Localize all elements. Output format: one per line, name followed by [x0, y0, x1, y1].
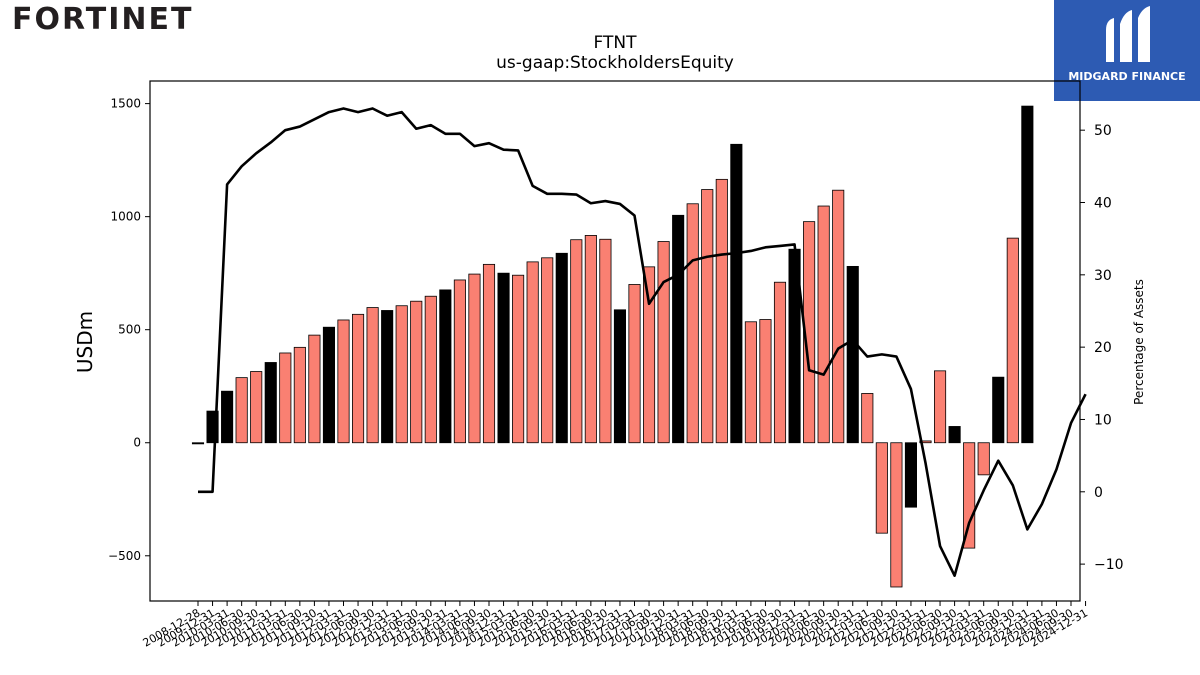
bar — [919, 440, 932, 444]
y2-tick-label: 0 — [1094, 485, 1103, 501]
y2-tick-label: 20 — [1094, 340, 1112, 356]
y-tick-label: −500 — [108, 549, 141, 563]
bar — [613, 309, 626, 444]
bar — [279, 352, 292, 444]
y2-tick-label: 30 — [1094, 268, 1112, 284]
midgard-logo-icon — [1106, 6, 1150, 62]
bar — [832, 189, 845, 444]
bar — [512, 274, 525, 444]
y2-tick-label: 50 — [1094, 123, 1112, 139]
bar — [395, 305, 408, 444]
fortinet-logo-text: FORTINET — [12, 2, 194, 37]
chart-subtitle: us-gaap:StockholdersEquity — [496, 53, 734, 73]
bar — [599, 238, 612, 444]
y2-tick-label: −10 — [1094, 557, 1124, 573]
bar — [264, 362, 277, 444]
y-tick-label: 0 — [133, 436, 141, 450]
bar — [584, 235, 597, 444]
bar — [453, 279, 466, 444]
bar — [381, 310, 394, 444]
bar — [715, 178, 728, 444]
bar — [861, 393, 874, 444]
y2-tick-label: 40 — [1094, 196, 1112, 212]
bar — [890, 442, 903, 588]
bar — [526, 261, 539, 444]
bar — [191, 442, 205, 445]
bar — [322, 326, 335, 444]
bar — [672, 214, 685, 444]
bar — [1021, 105, 1034, 444]
bar — [963, 442, 976, 549]
bar — [1006, 237, 1019, 444]
bar — [977, 442, 990, 476]
bar — [497, 272, 510, 444]
bar — [701, 189, 714, 444]
y-tick-label: 1500 — [110, 97, 141, 111]
bar — [817, 205, 830, 444]
y2-axis-label: Percentage of Assets — [1132, 279, 1146, 405]
y2-tick-label: 10 — [1094, 412, 1112, 428]
axes: −500050010001500−10010203040502008-12-28… — [108, 80, 1124, 650]
bar — [686, 203, 699, 444]
bar — [541, 257, 554, 444]
bar-series — [191, 105, 1034, 588]
bar — [628, 284, 641, 444]
bar — [875, 442, 888, 534]
fortinet-logo: FORTINET — [4, 2, 238, 38]
bar — [235, 377, 248, 444]
midgard-finance-logo: MIDGARD FINANCE — [1054, 0, 1200, 101]
bar — [410, 300, 423, 444]
bar — [992, 376, 1005, 444]
plot-frame — [149, 80, 1081, 602]
y-axis-label: USDm — [73, 311, 97, 373]
bar — [308, 334, 321, 444]
bar — [934, 370, 947, 444]
bar — [773, 281, 787, 444]
percentage-line-series — [198, 107, 1087, 577]
bar — [206, 410, 219, 444]
y-tick-label: 1000 — [110, 210, 141, 224]
bar — [366, 307, 379, 444]
bar — [482, 263, 496, 444]
bar — [904, 442, 917, 508]
bar — [555, 252, 568, 444]
percentage-line — [198, 107, 1087, 577]
bar — [657, 241, 670, 444]
bar — [744, 321, 757, 444]
bar — [468, 273, 481, 444]
bar — [337, 319, 350, 444]
bar — [948, 426, 961, 444]
midgard-logo-text: MIDGARD FINANCE — [1068, 70, 1186, 83]
bar — [424, 295, 437, 444]
bar — [351, 313, 365, 444]
y-tick-label: 500 — [118, 323, 141, 337]
bar — [730, 143, 743, 444]
bar — [250, 371, 263, 444]
bar — [570, 239, 583, 444]
bar — [221, 390, 234, 444]
bar — [643, 266, 656, 444]
bar — [759, 319, 772, 444]
bar — [293, 346, 306, 444]
bar — [439, 289, 452, 444]
bar — [846, 265, 859, 444]
chart-title: FTNT — [594, 33, 638, 53]
